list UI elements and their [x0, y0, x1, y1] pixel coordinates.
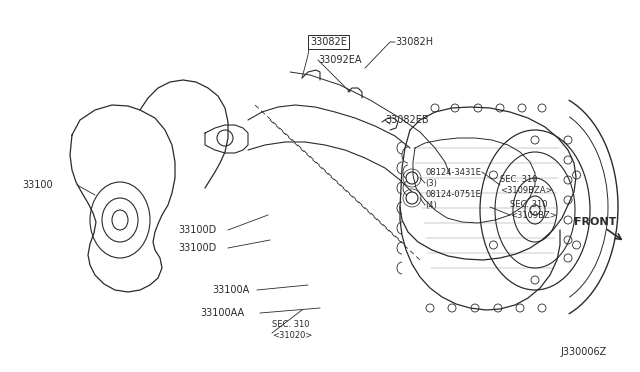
Text: 33082E: 33082E — [310, 37, 347, 47]
Text: 33100D: 33100D — [178, 243, 216, 253]
Circle shape — [564, 236, 572, 244]
Circle shape — [564, 176, 572, 184]
Circle shape — [530, 205, 540, 215]
Text: 33100D: 33100D — [178, 225, 216, 235]
Circle shape — [516, 304, 524, 312]
Text: 08124-0751E
(4): 08124-0751E (4) — [425, 190, 481, 210]
Circle shape — [564, 216, 572, 224]
Circle shape — [564, 196, 572, 204]
Circle shape — [490, 241, 497, 249]
Circle shape — [518, 104, 526, 112]
Circle shape — [471, 304, 479, 312]
Text: J330006Z: J330006Z — [560, 347, 606, 357]
Circle shape — [531, 136, 539, 144]
Circle shape — [426, 304, 434, 312]
Circle shape — [451, 104, 459, 112]
Circle shape — [406, 172, 418, 184]
Circle shape — [431, 104, 439, 112]
Circle shape — [573, 171, 580, 179]
Circle shape — [490, 171, 497, 179]
Text: 33082H: 33082H — [395, 37, 433, 47]
Circle shape — [564, 156, 572, 164]
Circle shape — [564, 254, 572, 262]
Circle shape — [538, 304, 546, 312]
Text: FRONT: FRONT — [574, 217, 616, 227]
Circle shape — [564, 136, 572, 144]
Text: 33082EB: 33082EB — [385, 115, 429, 125]
Circle shape — [474, 104, 482, 112]
Text: 33092EA: 33092EA — [318, 55, 362, 65]
Circle shape — [494, 304, 502, 312]
Text: 33100: 33100 — [22, 180, 52, 190]
Text: 33100AA: 33100AA — [200, 308, 244, 318]
Text: SEC. 310
<31020>: SEC. 310 <31020> — [272, 320, 312, 340]
Circle shape — [448, 304, 456, 312]
Circle shape — [573, 241, 580, 249]
Text: SEC. 310
<3109BZA>: SEC. 310 <3109BZA> — [500, 175, 552, 195]
Circle shape — [538, 104, 546, 112]
Circle shape — [531, 276, 539, 284]
Circle shape — [406, 192, 418, 204]
Text: 08124-3431E
(3): 08124-3431E (3) — [425, 168, 481, 188]
Text: 33100A: 33100A — [212, 285, 249, 295]
Text: SEC. 310
<3109BZ>: SEC. 310 <3109BZ> — [510, 200, 557, 220]
Circle shape — [496, 104, 504, 112]
